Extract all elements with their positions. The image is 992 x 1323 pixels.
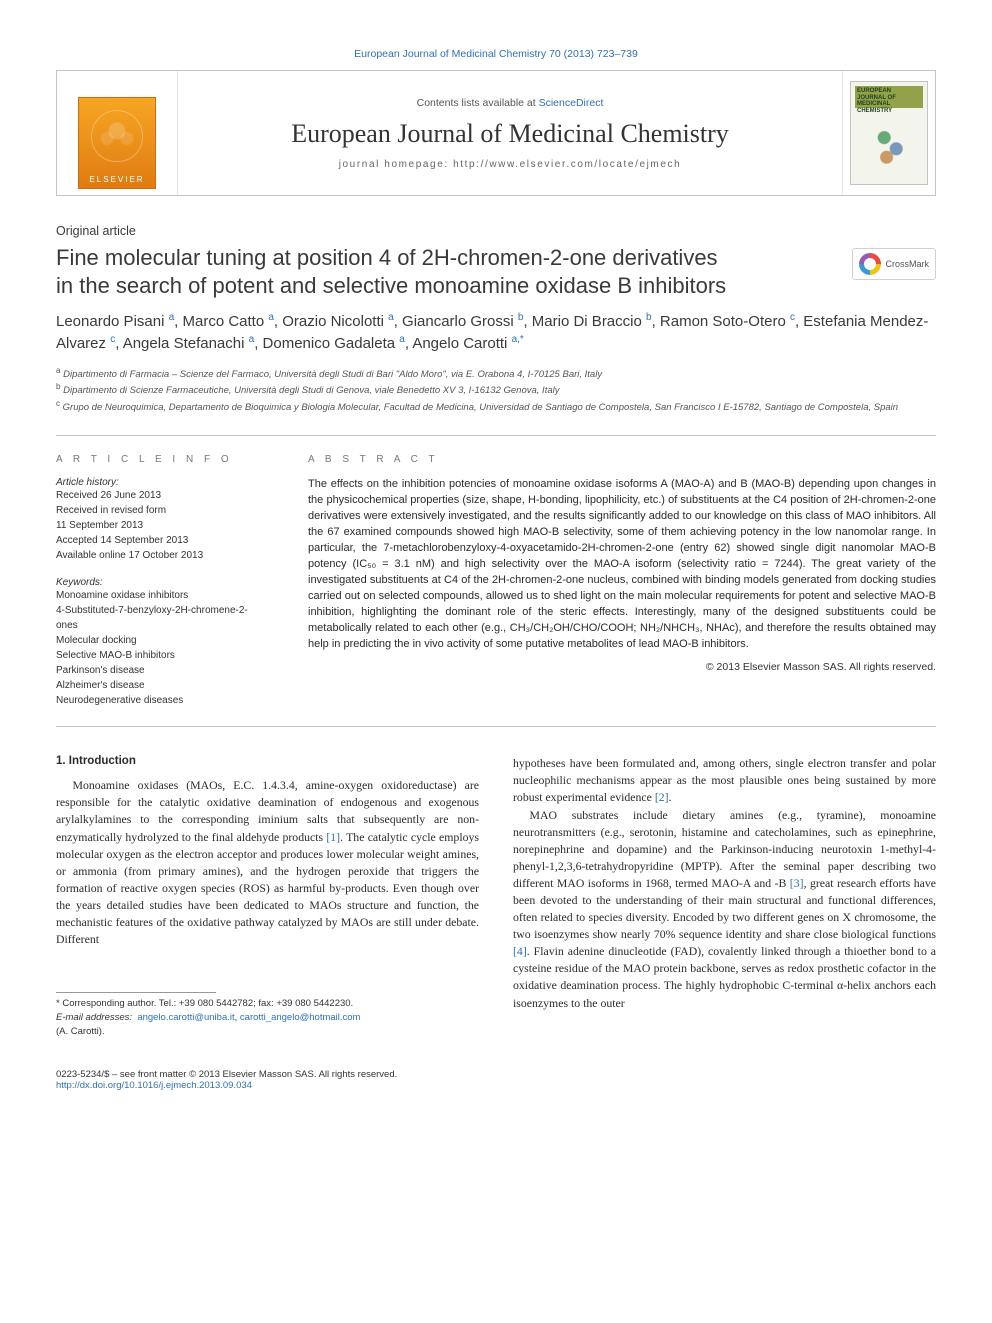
title-row: Fine molecular tuning at position 4 of 2…	[56, 244, 936, 299]
history-item: Received in revised form	[56, 503, 266, 518]
section-rule-bottom	[56, 726, 936, 727]
journal-cover-cell: EUROPEAN JOURNAL OF MEDICINAL CHEMISTRY	[843, 71, 935, 195]
doi-link[interactable]: http://dx.doi.org/10.1016/j.ejmech.2013.…	[56, 1080, 252, 1091]
abstract-copyright: © 2013 Elsevier Masson SAS. All rights r…	[308, 661, 936, 673]
affiliation-item: a Dipartimento di Farmacia – Scienze del…	[56, 365, 936, 382]
crossmark-label: CrossMark	[885, 259, 929, 269]
homepage-prefix: journal homepage:	[339, 159, 453, 170]
crossmark-icon	[859, 253, 881, 275]
contents-prefix: Contents lists available at	[417, 97, 539, 109]
intro-paragraph-1: Monoamine oxidases (MAOs, E.C. 1.4.3.4, …	[56, 777, 479, 948]
keyword-item: Selective MAO-B inhibitors	[56, 648, 266, 663]
email-link-1[interactable]: angelo.carotti@uniba.it	[137, 1012, 234, 1023]
article-type: Original article	[56, 224, 936, 238]
article-title-line1: Fine molecular tuning at position 4 of 2…	[56, 245, 718, 270]
article-meta-row: A R T I C L E I N F O Article history: R…	[56, 454, 936, 708]
affiliation-item: c Grupo de Neuroquimica, Departamento de…	[56, 398, 936, 415]
intro-p3-text-c: . Flavin adenine dinucleotide (FAD), cov…	[513, 944, 936, 1009]
affiliation-list: a Dipartimento di Farmacia – Scienze del…	[56, 365, 936, 416]
history-item: Available online 17 October 2013	[56, 548, 266, 563]
keyword-item: 4-Substituted-7-benzyloxy-2H-chromene-2-…	[56, 603, 266, 633]
elsevier-logo[interactable]: ELSEVIER	[78, 97, 156, 189]
intro-paragraph-3: MAO substrates include dietary amines (e…	[513, 807, 936, 1012]
intro-p2-text-a: hypotheses have been formulated and, amo…	[513, 756, 936, 804]
reference-link-2[interactable]: [2]	[655, 790, 669, 804]
keyword-item: Molecular docking	[56, 633, 266, 648]
section-rule-top	[56, 435, 936, 436]
keyword-item: Parkinson's disease	[56, 663, 266, 678]
top-citation-link[interactable]: European Journal of Medicinal Chemistry …	[56, 48, 936, 60]
corresponding-author-paren: (A. Carotti).	[56, 1025, 479, 1039]
corresponding-author-line: * Corresponding author. Tel.: +39 080 54…	[56, 997, 479, 1011]
top-citation-anchor[interactable]: European Journal of Medicinal Chemistry …	[354, 48, 638, 60]
journal-cover-label: EUROPEAN JOURNAL OF MEDICINAL CHEMISTRY	[857, 88, 921, 114]
journal-cover-thumb[interactable]: EUROPEAN JOURNAL OF MEDICINAL CHEMISTRY	[850, 81, 928, 185]
corresponding-author-footnote: * Corresponding author. Tel.: +39 080 54…	[56, 997, 479, 1038]
contents-available-line: Contents lists available at ScienceDirec…	[417, 97, 604, 109]
masthead-center: Contents lists available at ScienceDirec…	[177, 71, 843, 195]
sciencedirect-link[interactable]: ScienceDirect	[539, 97, 604, 109]
publisher-logo-cell: ELSEVIER	[57, 71, 177, 195]
abstract-text: The effects on the inhibition potencies …	[308, 477, 936, 652]
email-link-2[interactable]: carotti_angelo@hotmail.com	[240, 1012, 361, 1023]
abstract-column: A B S T R A C T The effects on the inhib…	[308, 454, 936, 708]
footnote-separator	[56, 992, 216, 993]
keyword-item: Neurodegenerative diseases	[56, 693, 266, 708]
affiliation-item: b Dipartimento di Scienze Farmaceutiche,…	[56, 381, 936, 398]
intro-p1-text-b: . The catalytic cycle employs molecular …	[56, 830, 479, 947]
elsevier-logo-text: ELSEVIER	[79, 175, 155, 184]
history-item: 11 September 2013	[56, 518, 266, 533]
keywords-label: Keywords:	[56, 577, 266, 588]
journal-homepage-line: journal homepage: http://www.elsevier.co…	[339, 159, 682, 170]
history-item: Accepted 14 September 2013	[56, 533, 266, 548]
abstract-heading: A B S T R A C T	[308, 454, 936, 465]
footer-left-block: 0223-5234/$ – see front matter © 2013 El…	[56, 1069, 397, 1091]
history-item: Received 26 June 2013	[56, 488, 266, 503]
article-history-list: Received 26 June 2013Received in revised…	[56, 488, 266, 563]
introduction-heading: 1. Introduction	[56, 755, 479, 767]
homepage-url[interactable]: http://www.elsevier.com/locate/ejmech	[453, 159, 681, 170]
article-title: Fine molecular tuning at position 4 of 2…	[56, 244, 834, 299]
intro-paragraph-2: hypotheses have been formulated and, amo…	[513, 755, 936, 806]
article-info-column: A R T I C L E I N F O Article history: R…	[56, 454, 266, 708]
crossmark-badge[interactable]: CrossMark	[852, 248, 936, 280]
reference-link-3[interactable]: [3]	[790, 876, 804, 890]
article-info-heading: A R T I C L E I N F O	[56, 454, 266, 465]
email-addresses-label: E-mail addresses:	[56, 1012, 132, 1023]
keyword-item: Monoamine oxidase inhibitors	[56, 588, 266, 603]
page-footer-meta: 0223-5234/$ – see front matter © 2013 El…	[56, 1069, 936, 1091]
reference-link-1[interactable]: [1]	[326, 830, 340, 844]
intro-p2-text-b: .	[669, 790, 672, 804]
keywords-list: Monoamine oxidase inhibitors4-Substitute…	[56, 588, 266, 708]
issn-copyright-line: 0223-5234/$ – see front matter © 2013 El…	[56, 1069, 397, 1080]
journal-title: European Journal of Medicinal Chemistry	[291, 119, 729, 149]
email-addresses-line: E-mail addresses: angelo.carotti@uniba.i…	[56, 1011, 479, 1025]
reference-link-4[interactable]: [4]	[513, 944, 527, 958]
journal-masthead: ELSEVIER Contents lists available at Sci…	[56, 70, 936, 196]
author-list: Leonardo Pisani a, Marco Catto a, Orazio…	[56, 311, 936, 355]
article-title-line2: in the search of potent and selective mo…	[56, 273, 726, 298]
article-history-label: Article history:	[56, 477, 266, 488]
body-columns: 1. Introduction Monoamine oxidases (MAOs…	[56, 755, 936, 1038]
keyword-item: Alzheimer's disease	[56, 678, 266, 693]
